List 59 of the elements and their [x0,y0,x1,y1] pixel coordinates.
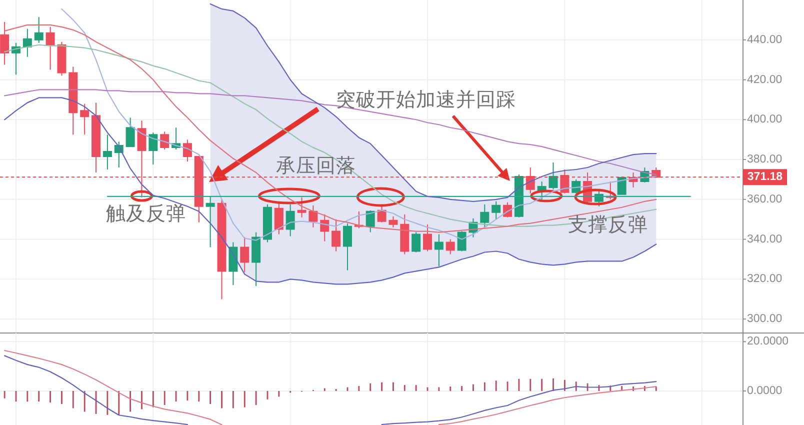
candlestick [537,180,546,200]
candlestick [194,156,204,223]
candlestick [217,198,226,300]
y-tick-label: 20.0000 [747,336,789,348]
candlestick [102,134,112,170]
candlestick [286,204,295,237]
candlestick [126,117,135,148]
candlestick [548,162,558,190]
y-tick-label: 340.00 [747,233,782,246]
candlestick [57,41,66,76]
line-series [4,89,657,176]
candlestick [297,196,306,218]
candlestick [320,214,330,242]
candlestick [206,196,215,248]
candlestick [617,176,626,195]
candlestick [514,174,524,218]
candlestick [262,204,272,243]
candlestick [228,242,238,286]
candlestick [252,232,261,287]
candlestick [492,200,501,220]
candlestick [160,131,170,150]
candlestick [377,204,386,223]
candlestick [480,204,490,228]
candlestick [446,238,455,255]
candlestick [412,232,421,253]
candlestick [22,28,32,58]
candlestick [332,218,341,252]
candlestick [46,26,55,70]
line-series [61,8,657,241]
y-tick-label: 320.00 [747,273,782,286]
line-series [210,3,657,202]
candlestick [240,236,250,273]
y-tick-label: 400.00 [747,114,782,126]
candlestick [423,224,432,252]
candlestick [308,204,318,228]
candlestick [388,216,398,228]
candlestick [366,210,375,233]
y-tick-label: 0.0000 [747,384,782,397]
candlestick [137,120,146,198]
candlestick [400,214,410,255]
y-tick-label: 440.00 [747,34,782,46]
candlestick [92,102,101,173]
candlestick [343,222,352,271]
candlestick [34,16,44,44]
candlestick [560,168,570,194]
candlestick [434,234,444,267]
annotation: 突破开始加速并回踩 [336,88,516,111]
candlestick [148,132,158,166]
y-tick-label: 420.00 [747,74,782,86]
candlestick [182,139,192,162]
candlestick [457,230,466,252]
y-tick-label: 380.00 [747,154,782,166]
ref-line-label: 371.18 [747,171,784,184]
annotation: 触及反弹 [106,202,186,225]
candlestick [68,66,78,136]
candlestick [0,21,10,66]
candlestick [80,103,90,136]
y-tick-label: 300.00 [747,313,782,326]
y-tick-label: 360.00 [747,193,782,206]
